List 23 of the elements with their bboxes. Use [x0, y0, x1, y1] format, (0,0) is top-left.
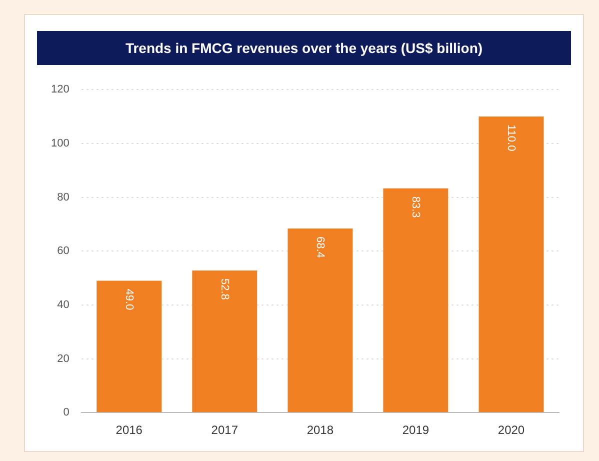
data-label: 49.0 [123, 288, 136, 310]
data-label: 52.8 [218, 278, 231, 300]
y-tick-label: 40 [57, 298, 70, 311]
y-tick-label: 80 [57, 191, 70, 204]
bar [478, 116, 544, 412]
y-tick-label: 0 [63, 406, 70, 419]
x-tick-label: 2019 [402, 423, 430, 438]
x-tick-label: 2020 [498, 423, 525, 438]
bar [288, 228, 353, 412]
y-tick-label: 120 [50, 84, 70, 96]
y-tick-label: 100 [50, 137, 70, 150]
x-tick-label: 2017 [211, 423, 238, 438]
chart-title: Trends in FMCG revenues over the years (US$ billion) [37, 31, 571, 65]
bar [96, 280, 162, 412]
x-tick-label: 2016 [116, 423, 143, 438]
y-tick-label: 60 [57, 245, 70, 258]
y-tick-label: 20 [57, 352, 70, 365]
bar [192, 270, 258, 412]
data-label: 83.3 [410, 196, 422, 218]
data-label: 110.0 [505, 124, 518, 152]
bar [383, 188, 448, 412]
x-tick-label: 2018 [306, 423, 334, 438]
data-label: 68.4 [314, 236, 326, 258]
